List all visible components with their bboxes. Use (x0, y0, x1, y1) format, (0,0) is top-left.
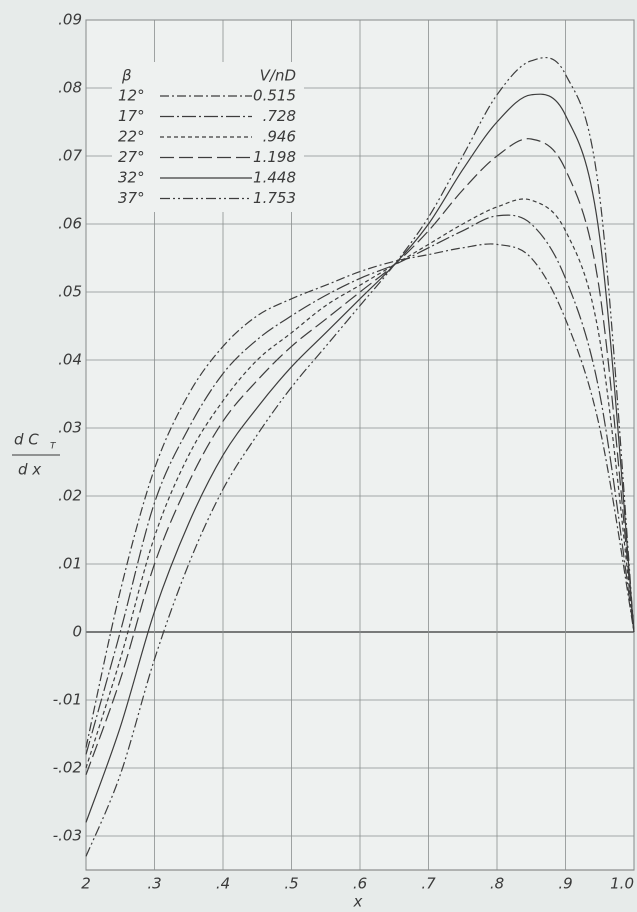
y-tick-label: .04 (58, 351, 82, 369)
legend-ratio: .946 (263, 128, 296, 146)
legend-ratio: 1.448 (253, 169, 296, 187)
curve (85, 93, 635, 823)
y-tick-label: .02 (58, 487, 82, 505)
x-tick-label: .7 (421, 875, 436, 893)
y-label-denominator: d x (18, 461, 41, 479)
legend-label: 37° (118, 189, 145, 207)
legend-ratio: 0.515 (253, 87, 296, 105)
y-tick-label: -.01 (53, 691, 82, 709)
legend-ratio: 1.753 (253, 189, 296, 207)
curve (85, 138, 635, 776)
legend-header: β (121, 67, 132, 85)
legend-header: V/nD (260, 67, 296, 85)
legend: β V/nD 12° 0.515 17° .728 22° .946 27° 1.198 32° 1.… (112, 62, 304, 212)
legend-ratio: 1.198 (253, 148, 296, 166)
y-tick-label: .08 (58, 79, 82, 97)
legend-label: 27° (118, 148, 145, 166)
curve (85, 57, 635, 857)
y-tick-label: .06 (58, 215, 82, 233)
y-tick-label: .01 (58, 555, 82, 573)
y-tick-label: .05 (58, 283, 82, 301)
x-tick-label: .5 (284, 875, 298, 893)
x-tick-label: 1.0 (610, 875, 634, 893)
legend-label: 22° (118, 128, 145, 146)
y-tick-label: 0 (72, 623, 82, 641)
x-tick-label: .6 (353, 875, 367, 893)
y-tick-label: .09 (58, 11, 82, 29)
legend-box (112, 62, 304, 212)
legend-label: 12° (118, 87, 145, 105)
x-tick-label: 2 (81, 875, 91, 893)
y-tick-label: -.02 (53, 759, 82, 777)
curve (85, 198, 635, 769)
curve (85, 243, 635, 748)
x-label: x (353, 893, 363, 911)
curve (85, 214, 635, 755)
y-label-subscript: T (50, 442, 57, 452)
legend-ratio: .728 (263, 107, 296, 125)
legend-label: 32° (118, 169, 145, 187)
x-tick-label: .4 (216, 875, 230, 893)
y-tick-label: .03 (58, 419, 82, 437)
x-tick-label: .3 (147, 875, 161, 893)
x-tick-label: .8 (490, 875, 504, 893)
x-tick-label: .9 (558, 875, 572, 893)
y-label-numerator: d C (14, 431, 39, 449)
legend-label: 17° (118, 107, 145, 125)
y-tick-label: -.03 (53, 827, 82, 845)
y-tick-label: .07 (58, 147, 82, 165)
